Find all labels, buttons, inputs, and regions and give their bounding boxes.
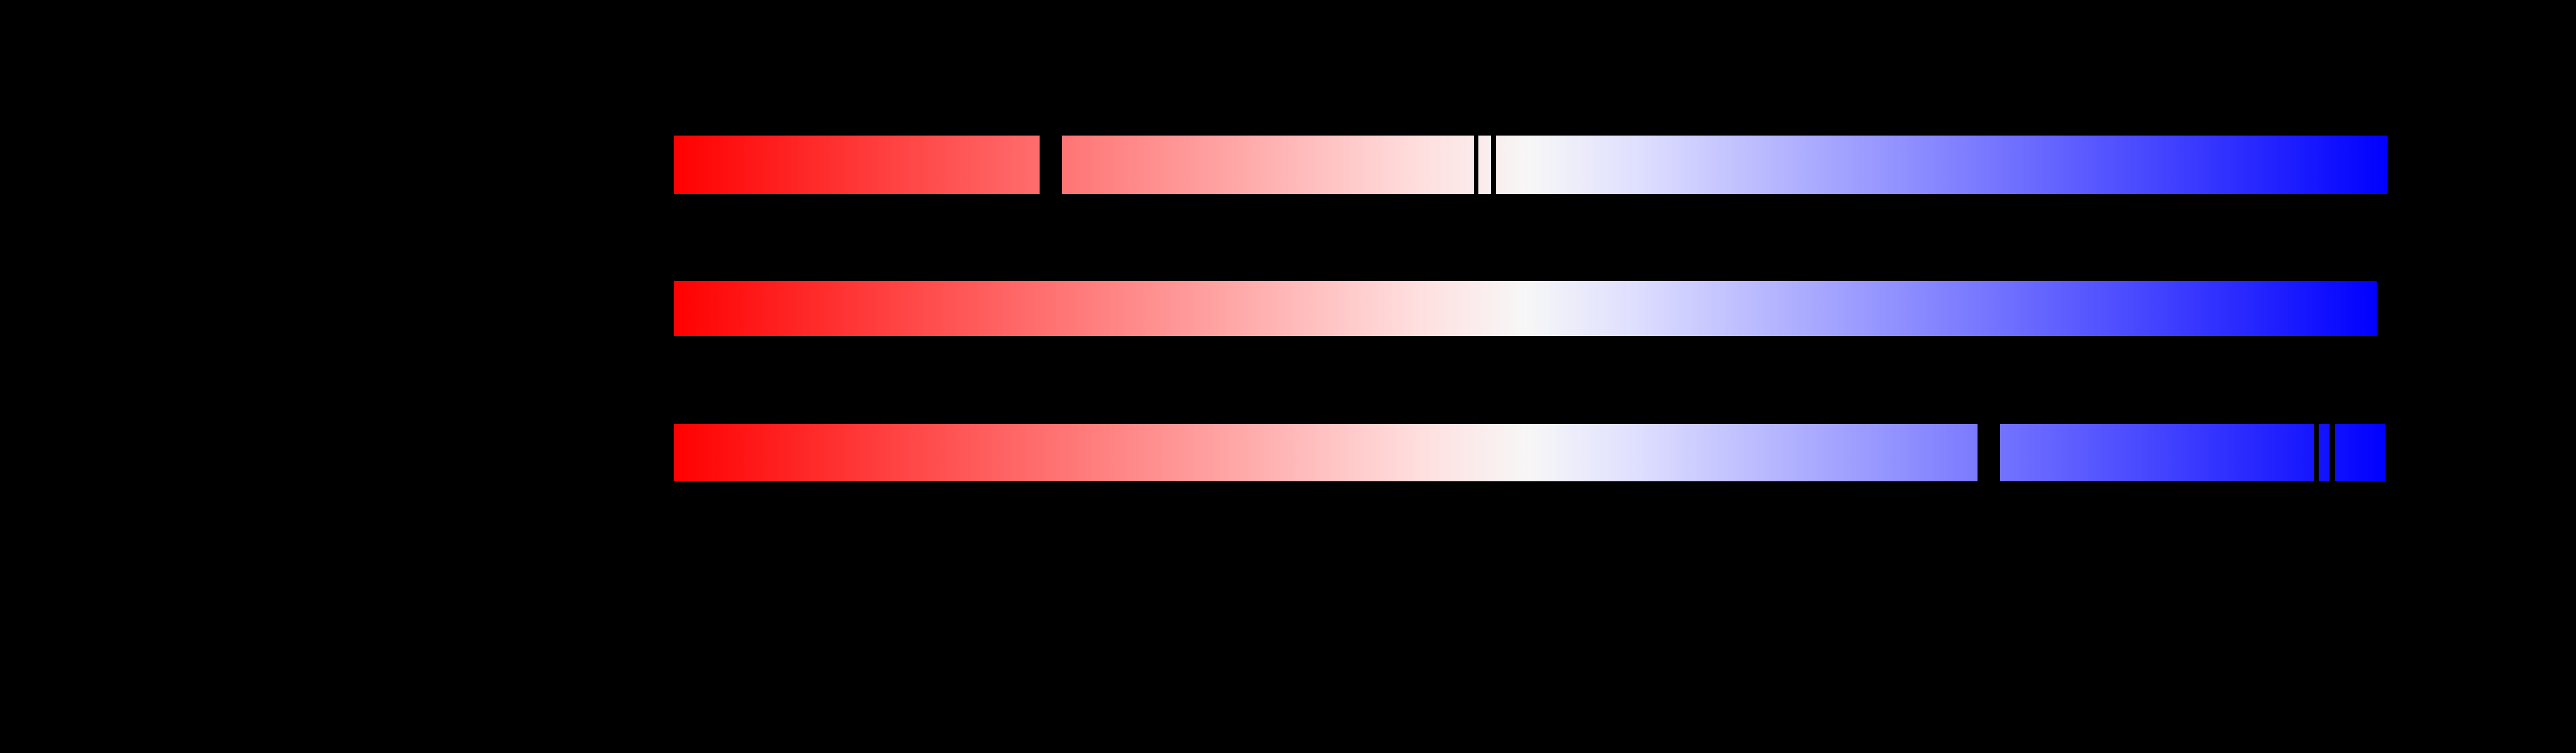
colorbar-1-segment [1496, 136, 2388, 194]
colorbar-3-segment [2000, 424, 2314, 481]
colorbar-1-segment [1478, 136, 1491, 194]
colorbar-2-segment [674, 281, 2377, 336]
colorbar-3-segment [2335, 424, 2385, 481]
colorbar-1-segment [1062, 136, 1474, 194]
colorbar-1-segment [674, 136, 1040, 194]
colorbar-3-segment [2319, 424, 2330, 481]
colorbar-3-segment [674, 424, 1978, 481]
